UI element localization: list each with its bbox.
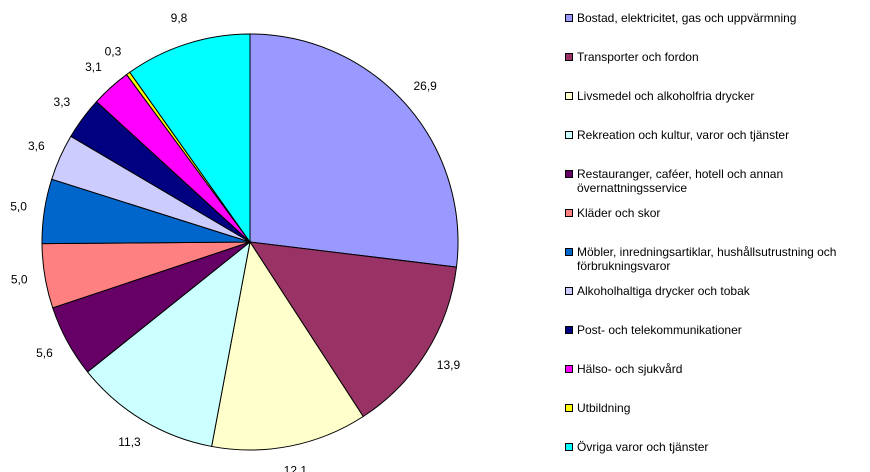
legend-swatch [565,326,573,334]
legend-item: Rekreation och kultur, varor och tjänste… [565,128,865,142]
legend-swatch [565,170,573,178]
pie-area: 26,9 13,9 12,1 11,3 5,6 5,0 5,0 3,6 3,3 3,10,3 9,8 [10,11,461,472]
legend-label: Rekreation och kultur, varor och tjänste… [577,128,790,142]
legend-item: Restauranger, caféer, hotell och annan ö… [565,167,865,195]
data-label: 5,0 [11,273,28,287]
legend-swatch [565,131,573,139]
legend-label: Möbler, inredningsartiklar, hushållsutru… [577,245,837,273]
legend-label: Kläder och skor [577,206,661,220]
legend-label: Post- och telekommunikationer [577,323,742,337]
data-label: 5,6 [36,346,53,360]
legend-item: Transporter och fordon [565,50,865,64]
legend-item: Bostad, elektricitet, gas och uppvärmnin… [565,11,865,25]
legend-item: Övriga varor och tjänster [565,440,865,454]
legend-swatch [565,53,573,61]
pie-slice [249,33,459,268]
legend-swatch [565,287,573,295]
legend-item: Post- och telekommunikationer [565,323,865,337]
data-label: 3,3 [54,95,71,109]
legend-swatch [565,14,573,22]
data-label: 11,3 [118,435,141,449]
data-label: 12,1 [284,464,308,472]
pie-slice [129,33,251,244]
legend-label: Övriga varor och tjänster [577,440,709,454]
legend-item: Möbler, inredningsartiklar, hushållsutru… [565,245,865,273]
pie-slice [211,240,364,451]
legend-swatch [565,443,573,451]
pie-slice [86,240,251,448]
legend-item: Kläder och skor [565,206,865,220]
legend-label: Hälso- och sjukvård [577,362,683,376]
data-label: 5,0 [10,199,27,213]
legend-item: Hälso- och sjukvård [565,362,865,376]
pie-slice [248,241,458,418]
legend-label: Bostad, elektricitet, gas och uppvärmnin… [577,11,797,25]
legend-swatch [565,365,573,373]
data-label: 26,9 [413,79,437,93]
legend-swatch [565,209,573,217]
legend-swatch [565,404,573,412]
legend-item: Utbildning [565,401,865,415]
legend-item: Alkoholhaltiga drycker och tobak [565,284,865,298]
legend-label: Alkoholhaltiga drycker och tobak [577,284,750,298]
legend-label: Livsmedel och alkoholfria drycker [577,89,755,103]
legend-label: Transporter och fordon [577,50,699,64]
legend-item: Livsmedel och alkoholfria drycker [565,89,865,103]
legend-label: Restauranger, caféer, hotell och annan ö… [577,167,784,195]
data-label: 3,6 [28,139,45,153]
legend-swatch [565,248,573,256]
data-label: 13,9 [437,358,461,372]
data-label: 0,3 [105,45,122,59]
data-label: 3,1 [85,60,102,74]
legend-label: Utbildning [577,401,631,415]
legend-swatch [565,92,573,100]
data-label: 9,8 [171,11,188,25]
